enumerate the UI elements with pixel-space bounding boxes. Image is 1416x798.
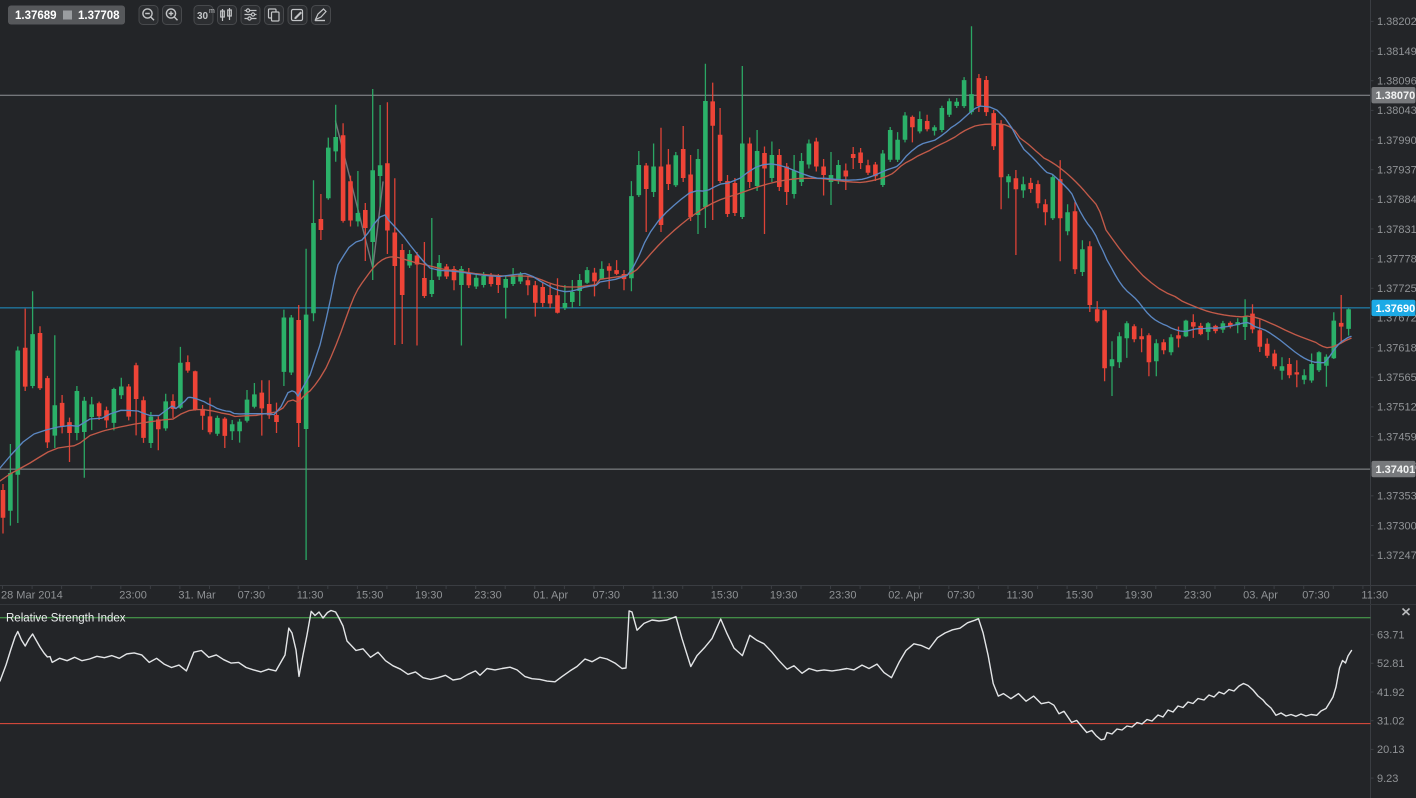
svg-text:m: m: [209, 8, 215, 15]
svg-text:1.37565: 1.37565: [1377, 372, 1416, 384]
svg-text:23:30: 23:30: [474, 590, 502, 602]
svg-text:19:30: 19:30: [415, 590, 443, 602]
svg-text:11:30: 11:30: [652, 590, 679, 602]
svg-text:11:30: 11:30: [1361, 590, 1388, 602]
svg-text:23:30: 23:30: [1184, 590, 1212, 602]
svg-text:1.38043: 1.38043: [1377, 105, 1416, 117]
svg-text:19:30: 19:30: [770, 590, 798, 602]
svg-text:02. Apr: 02. Apr: [888, 590, 923, 602]
svg-text:11:30: 11:30: [1007, 590, 1034, 602]
svg-text:1.38202: 1.38202: [1377, 16, 1416, 28]
svg-text:1.37689: 1.37689: [15, 10, 57, 22]
svg-text:07:30: 07:30: [593, 590, 621, 602]
svg-text:07:30: 07:30: [947, 590, 975, 602]
svg-text:15:30: 15:30: [1066, 590, 1094, 602]
svg-text:9.23: 9.23: [1377, 773, 1398, 785]
svg-text:1.37401: 1.37401: [1376, 464, 1416, 476]
svg-text:1.38149: 1.38149: [1377, 46, 1416, 58]
svg-text:1.38096: 1.38096: [1377, 76, 1416, 88]
svg-text:1.37884: 1.37884: [1377, 194, 1416, 206]
svg-text:15:30: 15:30: [356, 590, 384, 602]
svg-text:41.92: 41.92: [1377, 687, 1405, 699]
svg-text:1.37618: 1.37618: [1377, 342, 1416, 354]
svg-text:20.13: 20.13: [1377, 744, 1405, 756]
svg-text:30: 30: [197, 11, 209, 22]
svg-text:31. Mar: 31. Mar: [178, 590, 216, 602]
svg-text:07:30: 07:30: [1302, 590, 1330, 602]
svg-text:1.37990: 1.37990: [1377, 135, 1416, 147]
svg-text:63.71: 63.71: [1377, 629, 1405, 641]
svg-text:1.37512: 1.37512: [1377, 402, 1416, 414]
svg-text:31.02: 31.02: [1377, 716, 1405, 728]
svg-text:1.37247: 1.37247: [1377, 550, 1416, 562]
svg-text:01. Apr: 01. Apr: [533, 590, 568, 602]
svg-text:23:30: 23:30: [829, 590, 857, 602]
svg-text:1.37831: 1.37831: [1377, 224, 1416, 236]
svg-text:1.37459: 1.37459: [1377, 431, 1416, 443]
svg-text:1.37725: 1.37725: [1377, 283, 1416, 295]
svg-text:07:30: 07:30: [238, 590, 266, 602]
svg-text:1.37300: 1.37300: [1377, 520, 1416, 532]
svg-text:Relative Strength Index: Relative Strength Index: [6, 613, 126, 625]
svg-text:1.37778: 1.37778: [1377, 253, 1416, 265]
svg-text:11:30: 11:30: [297, 590, 324, 602]
svg-text:03. Apr: 03. Apr: [1243, 590, 1278, 602]
svg-text:1.37690: 1.37690: [1376, 303, 1416, 315]
svg-text:23:00: 23:00: [119, 590, 147, 602]
svg-text:1.37353: 1.37353: [1377, 491, 1416, 503]
svg-text:1.38070: 1.38070: [1376, 90, 1416, 102]
svg-text:1.37708: 1.37708: [78, 10, 120, 22]
svg-text:1.37937: 1.37937: [1377, 165, 1416, 177]
svg-text:15:30: 15:30: [711, 590, 739, 602]
svg-text:52.81: 52.81: [1377, 658, 1405, 670]
svg-text:19:30: 19:30: [1125, 590, 1153, 602]
svg-text:28 Mar 2014: 28 Mar 2014: [1, 590, 63, 602]
